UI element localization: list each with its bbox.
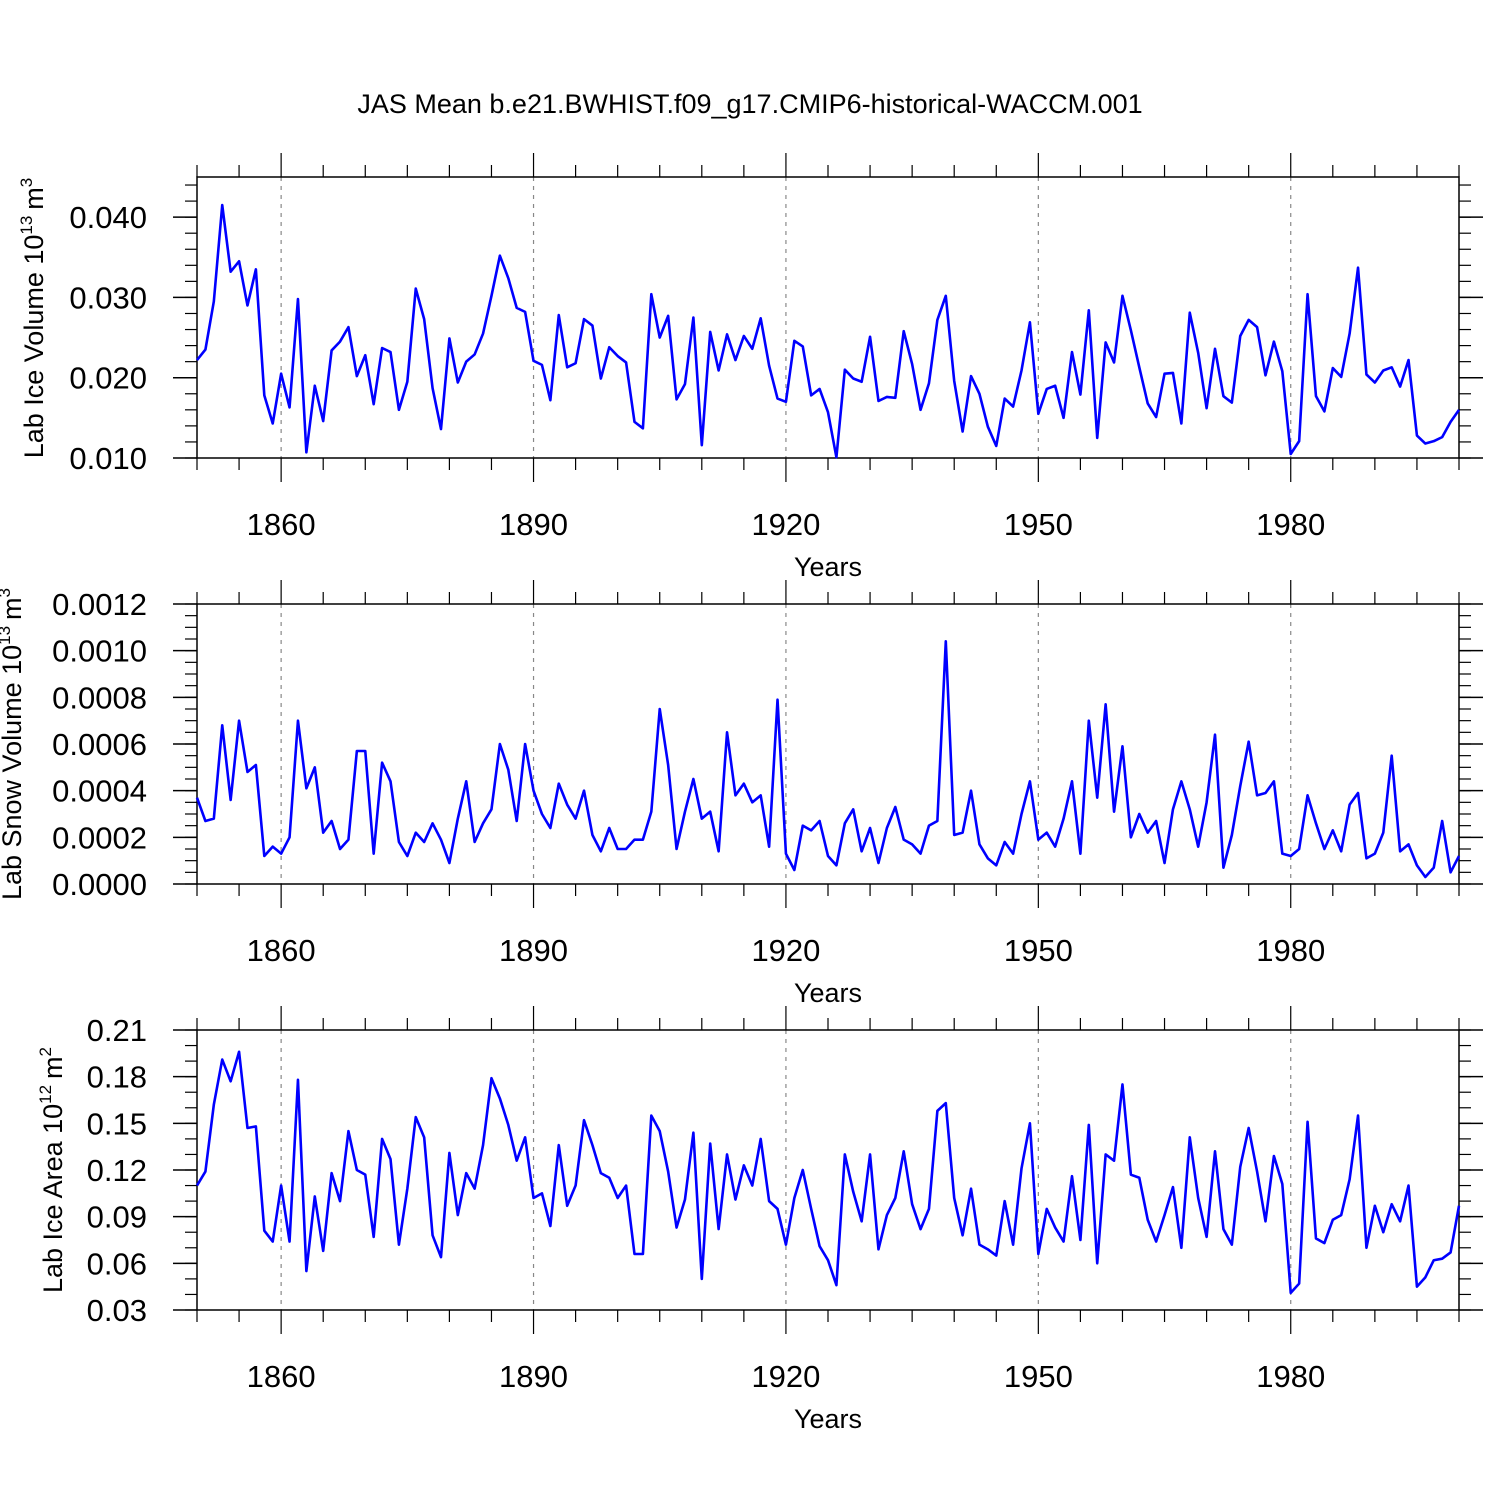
- snow-volume-y-tick-label: 0.0012: [52, 587, 147, 622]
- snow-volume-y-tick-label: 0.0010: [52, 634, 147, 669]
- snow-volume-plot-frame: [196, 603, 1460, 885]
- snow-volume-y-tick-label: 0.0004: [52, 774, 147, 809]
- ice-volume-y-tick-label: 0.030: [69, 280, 147, 315]
- ice-volume-x-tick-label: 1920: [751, 507, 820, 542]
- snow-volume-y-tick-label: 0.0002: [52, 820, 147, 855]
- ice-volume-x-tick-label: 1980: [1256, 507, 1325, 542]
- ice-area-plot-frame: [196, 1029, 1460, 1311]
- ice-area-x-tick-label: 1860: [247, 1359, 316, 1394]
- ice-area-y-tick-label: 0.03: [87, 1293, 147, 1328]
- snow-volume-x-tick-label: 1920: [751, 933, 820, 968]
- ice-volume-y-axis-label: Lab Ice Volume 1013m3: [17, 178, 49, 459]
- snow-volume-x-tick-label: 1860: [247, 933, 316, 968]
- ice-volume-y-tick-label: 0.040: [69, 200, 147, 235]
- ice-area-y-tick-label: 0.09: [87, 1200, 147, 1235]
- ice-volume-x-axis-label: Years: [794, 552, 862, 582]
- ice-area-y-axis-label: Lab Ice Area 1012m2: [36, 1047, 68, 1293]
- ice-area-panel: Lab Ice Area 1012m2 Years 0.03 0.06 0.09 0.…: [36, 1006, 1483, 1434]
- ice-area-series-line: [195, 1050, 1461, 1295]
- ice-area-y-tick-label: 0.12: [87, 1153, 147, 1188]
- ice-volume-y-tick-label: 0.010: [69, 441, 147, 476]
- ice-area-x-tick-label: 1890: [499, 1359, 568, 1394]
- ice-area-x-axis-label: Years: [794, 1404, 862, 1434]
- ice-area-y-tick-label: 0.21: [87, 1013, 147, 1048]
- ice-volume-x-tick-label: 1950: [1004, 507, 1073, 542]
- snow-volume-y-axis-label: Lab Snow Volume 1013m3: [0, 588, 27, 900]
- ice-volume-y-tick-label: 0.020: [69, 361, 147, 396]
- snow-volume-x-tick-label: 1950: [1004, 933, 1073, 968]
- chart-title: JAS Mean b.e21.BWHIST.f09_g17.CMIP6-hist…: [357, 89, 1142, 119]
- snow-volume-y-tick-label: 0.0000: [52, 867, 147, 902]
- snow-volume-panel: Lab Snow Volume 1013m3 Years 0.0000 0.000…: [0, 580, 1483, 1008]
- snow-volume-x-tick-label: 1980: [1256, 933, 1325, 968]
- ice-area-y-tick-label: 0.15: [87, 1106, 147, 1141]
- ice-area-y-tick-label: 0.18: [87, 1060, 147, 1095]
- ice-volume-panel: Lab Ice Volume 1013m3 Years 0.010 0.020 0.…: [17, 153, 1483, 582]
- ice-volume-x-tick-label: 1860: [247, 507, 316, 542]
- ice-area-x-tick-label: 1950: [1004, 1359, 1073, 1394]
- snow-volume-x-axis-label: Years: [794, 978, 862, 1008]
- snow-volume-y-tick-label: 0.0006: [52, 727, 147, 762]
- ice-volume-series-line: [195, 203, 1461, 459]
- ice-area-y-tick-label: 0.06: [87, 1246, 147, 1281]
- snow-volume-y-tick-label: 0.0008: [52, 680, 147, 715]
- ice-area-x-tick-label: 1920: [751, 1359, 820, 1394]
- ice-area-x-tick-label: 1980: [1256, 1359, 1325, 1394]
- ice-volume-x-tick-label: 1890: [499, 507, 568, 542]
- snow-volume-x-tick-label: 1890: [499, 933, 568, 968]
- snow-volume-series-line: [195, 640, 1461, 879]
